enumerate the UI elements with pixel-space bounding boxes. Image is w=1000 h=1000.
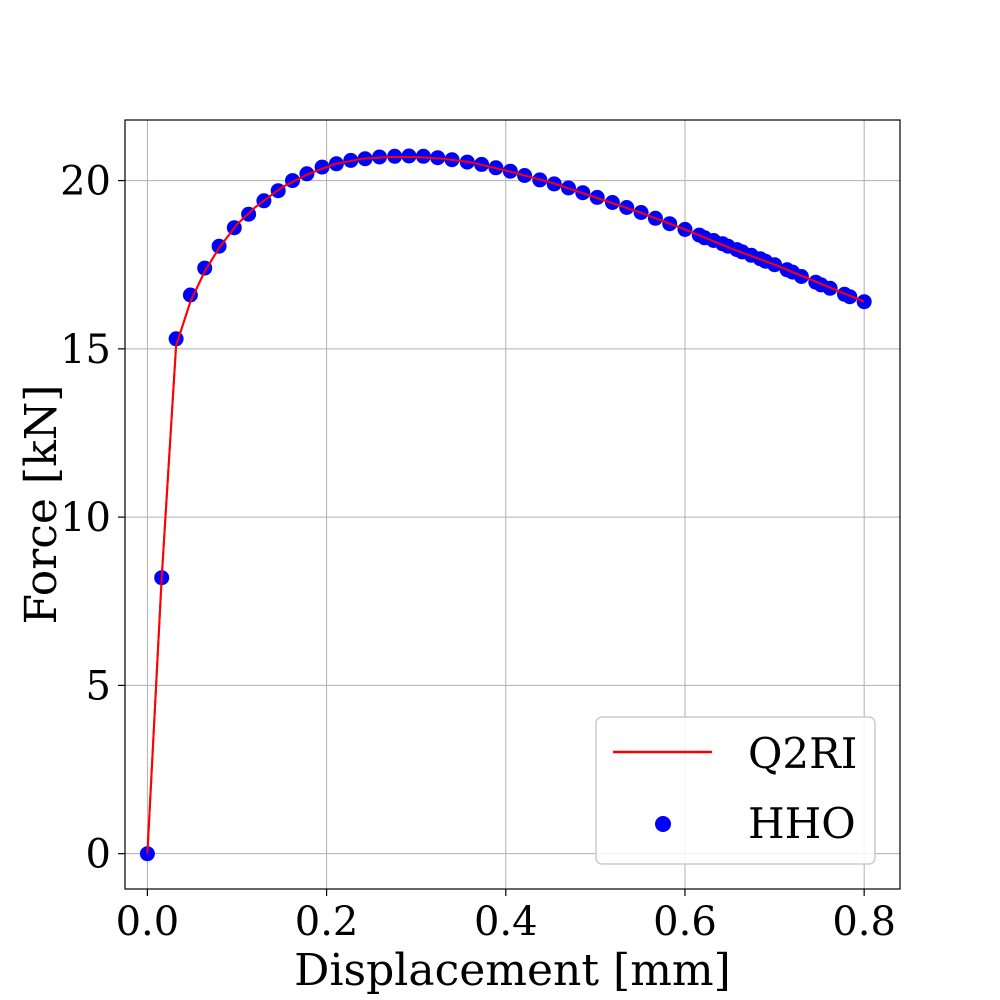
grid [125, 120, 900, 889]
legend: Q2RI HHO [595, 716, 876, 865]
y-tick-label: 20 [60, 159, 111, 205]
y-tick-label: 15 [60, 327, 111, 373]
y-tick-label: 0 [86, 832, 111, 878]
data-point-hho [415, 148, 431, 164]
x-tick-label: 0.4 [474, 899, 538, 945]
data-point-hho [182, 287, 198, 303]
y-axis-title: Force [kN] [16, 385, 67, 625]
y-tick-label: 5 [86, 663, 111, 709]
y-tick-label: 10 [60, 495, 111, 541]
x-tick-label: 0.0 [116, 899, 180, 945]
x-tick-label: 0.2 [295, 899, 359, 945]
x-axis-title: Displacement [mm] [294, 945, 731, 996]
x-tick-label: 0.6 [653, 899, 717, 945]
legend-label-hho: HHO [748, 799, 856, 848]
data-point-hho [285, 173, 300, 189]
legend-dot-swatch [655, 816, 671, 832]
legend-label-q2ri: Q2RI [748, 729, 857, 778]
plot-content [139, 148, 872, 862]
ticks: 0.0 0.2 0.4 0.6 0.8 0 5 10 15 20 [60, 159, 896, 945]
x-tick-label: 0.8 [832, 899, 896, 945]
plot-frame [124, 119, 901, 890]
series-line-q2ri-overlay [146, 156, 865, 854]
